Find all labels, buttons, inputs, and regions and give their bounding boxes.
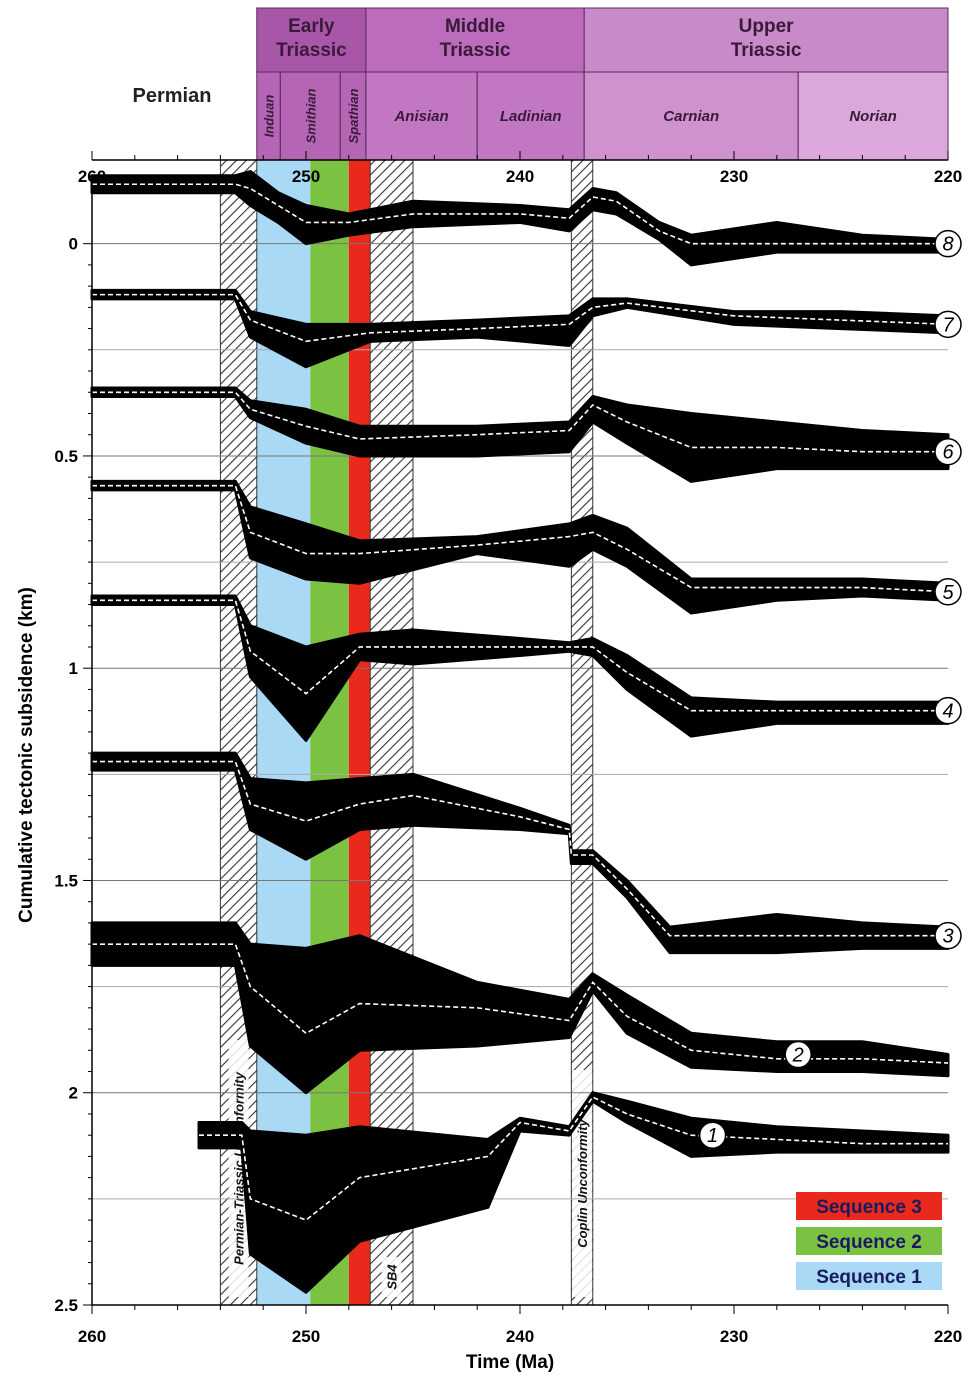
x-tick-label-top: 230 (720, 167, 748, 186)
subsidence-curves: 8 7 6 5 4 3 2 1 (90, 170, 962, 1294)
hatched-band-label-bg-coplin-unconformity (572, 1070, 593, 1297)
series-1: 1 (197, 1091, 950, 1294)
legend-swatch-sequence-1 (796, 1262, 942, 1290)
y-axis-label: Cumulative tectonic subsidence (km) (16, 587, 37, 923)
mean-line-7 (92, 293, 949, 343)
x-tick-label: 220 (934, 1327, 962, 1346)
hatched-band-label-coplin-unconformity: Coplin Unconformity (575, 1118, 590, 1247)
y-tick-label: 0 (69, 235, 78, 254)
epoch-box-upper-triassic (583, 7, 949, 73)
stage-label-ladinian: Ladinian (500, 108, 562, 125)
curve-label-3: 3 (942, 926, 953, 948)
mean-line-2 (92, 943, 949, 1064)
curve-label-6: 6 (942, 442, 954, 464)
series-7: 7 (90, 288, 962, 369)
x-tick-label: 260 (78, 1327, 106, 1346)
curve-label-circle-8 (934, 229, 962, 258)
curve-label-4: 4 (942, 701, 953, 723)
curve-label-7: 7 (942, 314, 954, 336)
series-5: 5 (90, 479, 962, 615)
curve-label-circle-1 (698, 1121, 727, 1149)
envelope-1 (197, 1091, 950, 1294)
stage-label-smithian: Smithian (303, 88, 318, 143)
stage-box-spathian (339, 71, 367, 161)
curve-label-8: 8 (942, 234, 953, 256)
permian-label: Permian (133, 85, 212, 107)
y-tick-label: 0.5 (54, 447, 78, 466)
envelope-2 (90, 921, 950, 1095)
mean-line-6 (92, 391, 948, 453)
y-tick-label: 2 (69, 1084, 78, 1103)
mean-line-8 (92, 183, 948, 245)
series-3: 3 (90, 751, 962, 955)
curve-label-2: 2 (792, 1045, 804, 1067)
x-tick-label-top: 220 (934, 167, 962, 186)
series-4: 4 (90, 594, 962, 742)
x-tick-label: 250 (292, 1327, 320, 1346)
x-axis-label: Time (Ma) (466, 1352, 554, 1373)
x-tick-label: 240 (506, 1327, 534, 1346)
legend-label-sequence-2: Sequence 2 (816, 1232, 922, 1253)
series-2: 2 (90, 921, 950, 1095)
epoch-label-upper-triassic: Upper Triassic (731, 16, 802, 61)
x-tick-label: 230 (720, 1327, 748, 1346)
stage-box-norian (797, 71, 949, 161)
x-tick-label-top: 260 (78, 167, 106, 186)
stage-label-carnian: Carnian (663, 108, 719, 125)
y-tick-label: 2.5 (54, 1296, 78, 1315)
epoch-label-early-triassic: Early Triassic (276, 16, 347, 61)
mean-line-4 (92, 599, 948, 712)
envelope-6 (90, 386, 950, 483)
stage-label-induan: Induan (262, 95, 277, 138)
curve-label-circle-5 (934, 578, 962, 606)
curve-label-circle-2 (784, 1040, 812, 1069)
curve-label-circle-7 (934, 310, 962, 339)
stratigraphic-header: Early Triassic Middle Triassic Upper Triassic… (256, 7, 949, 161)
y-tick-label: 1 (69, 659, 78, 678)
x-tick-label-top: 240 (506, 167, 534, 186)
curve-label-circle-6 (934, 437, 962, 466)
legend: Sequence 3 Sequence 2 Sequence 1 (796, 1192, 942, 1290)
curve-label-circle-4 (934, 696, 962, 725)
legend-label-sequence-1: Sequence 1 (816, 1267, 922, 1288)
hatched-band-label-bg-permian-triassic-unconformity (228, 1040, 249, 1297)
curve-label-1: 1 (707, 1125, 718, 1147)
legend-label-sequence-3: Sequence 3 (816, 1197, 922, 1218)
stage-box-ladinian (476, 71, 585, 161)
epoch-box-early-triassic (256, 7, 367, 73)
mean-line-3 (92, 760, 948, 937)
stage-label-anisian: Anisian (393, 108, 448, 125)
epoch-label-middle-triassic: Middle Triassic (440, 16, 511, 61)
legend-swatch-sequence-2 (796, 1227, 942, 1255)
curve-label-5: 5 (942, 582, 954, 604)
series-6: 6 (90, 386, 962, 483)
stage-label-norian: Norian (849, 108, 897, 125)
y-tick-label: 1.5 (54, 871, 78, 890)
series-8: 8 (90, 170, 962, 267)
x-tick-label-top: 250 (292, 167, 320, 186)
mean-line-5 (92, 484, 949, 593)
mean-line-1 (199, 1095, 948, 1222)
hatched-band-label-bg-sb4 (381, 1257, 402, 1297)
hatched-band-label-sb4: SB4 (385, 1264, 400, 1290)
curve-label-circle-3 (934, 921, 962, 950)
axes: Cumulative tectonic subsidence (km) Time… (16, 85, 962, 1373)
hatched-band-label-permian-triassic-unconformity: Permian-Triassic Unconformity (232, 1071, 247, 1264)
stage-label-spathian: Spathian (346, 88, 361, 143)
legend-swatch-sequence-3 (796, 1192, 942, 1220)
